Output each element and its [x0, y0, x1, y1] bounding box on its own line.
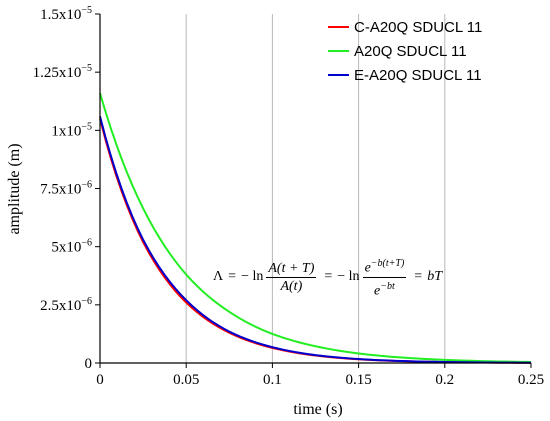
formula-equals-2: = — [324, 269, 333, 284]
y-axis-title: amplitude (m) — [6, 143, 23, 234]
formula-lambda: Λ — [213, 269, 224, 284]
x-tick-label-1: 0.05 — [173, 372, 199, 388]
y-tick-label-3: 7.5x10−6 — [40, 180, 92, 198]
x-tick-label-3: 0.15 — [345, 372, 371, 388]
y-tick-label-2: 5x10−6 — [51, 238, 92, 256]
damping-formula: Λ = − ln A(t + T) A(t) = − ln e−b(t+T) e… — [213, 254, 503, 300]
x-tick-label-2: 0.1 — [263, 372, 282, 388]
y-tick-label-0: 0 — [85, 356, 93, 372]
formula-numerator-2: e−b(t+T) — [362, 257, 407, 278]
x-tick-label-0: 0 — [96, 372, 104, 388]
legend-label-2: E-A20Q SDUCL 11 — [354, 67, 482, 84]
x-tick-label-4: 0.2 — [435, 372, 454, 388]
formula-denominator-2: e−bt — [374, 280, 395, 299]
y-tick-label-4: 1x10−5 — [51, 121, 92, 139]
legend-label-1: A20Q SDUCL 11 — [354, 43, 467, 60]
formula-fraction-1: A(t + T) A(t) — [266, 260, 317, 294]
formula-fraction-2: e−b(t+T) e−bt — [362, 256, 407, 299]
y-tick-label-5: 1.25x10−5 — [33, 63, 92, 81]
grid-lines — [185, 14, 446, 363]
x-axis-ticks: 0 0.05 0.1 0.15 0.2 0.25 — [96, 363, 544, 388]
legend-label-0: C-A20Q SDUCL 11 — [354, 19, 482, 36]
y-axis-ticks: 0 2.5x10−6 5x10−6 7.5x10−6 1x10−5 1.25x10−5 1.… — [33, 5, 100, 372]
x-tick-label-5: 0.25 — [518, 372, 544, 388]
y-tick-label-6: 1.5x10−5 — [40, 5, 92, 23]
formula-denominator-1: A(t) — [280, 278, 303, 294]
formula-equals-1: = — [228, 269, 237, 284]
formula-numerator-1: A(t + T) — [266, 260, 317, 278]
series-line-1 — [99, 92, 532, 363]
series-line-2 — [99, 116, 532, 364]
series-lines — [99, 92, 532, 364]
series-line-0 — [99, 118, 532, 364]
formula-result: bT — [427, 269, 442, 284]
x-axis-title: time (s) — [293, 401, 342, 418]
legend: C-A20Q SDUCL 11 A20Q SDUCL 11 E-A20Q SDUCL… — [328, 19, 482, 84]
y-tick-label-1: 2.5x10−6 — [40, 296, 92, 314]
formula-minus-ln-1: − ln — [241, 269, 264, 284]
formula-minus-ln-2: − ln — [337, 269, 360, 284]
formula-equals-3: = — [414, 269, 423, 284]
